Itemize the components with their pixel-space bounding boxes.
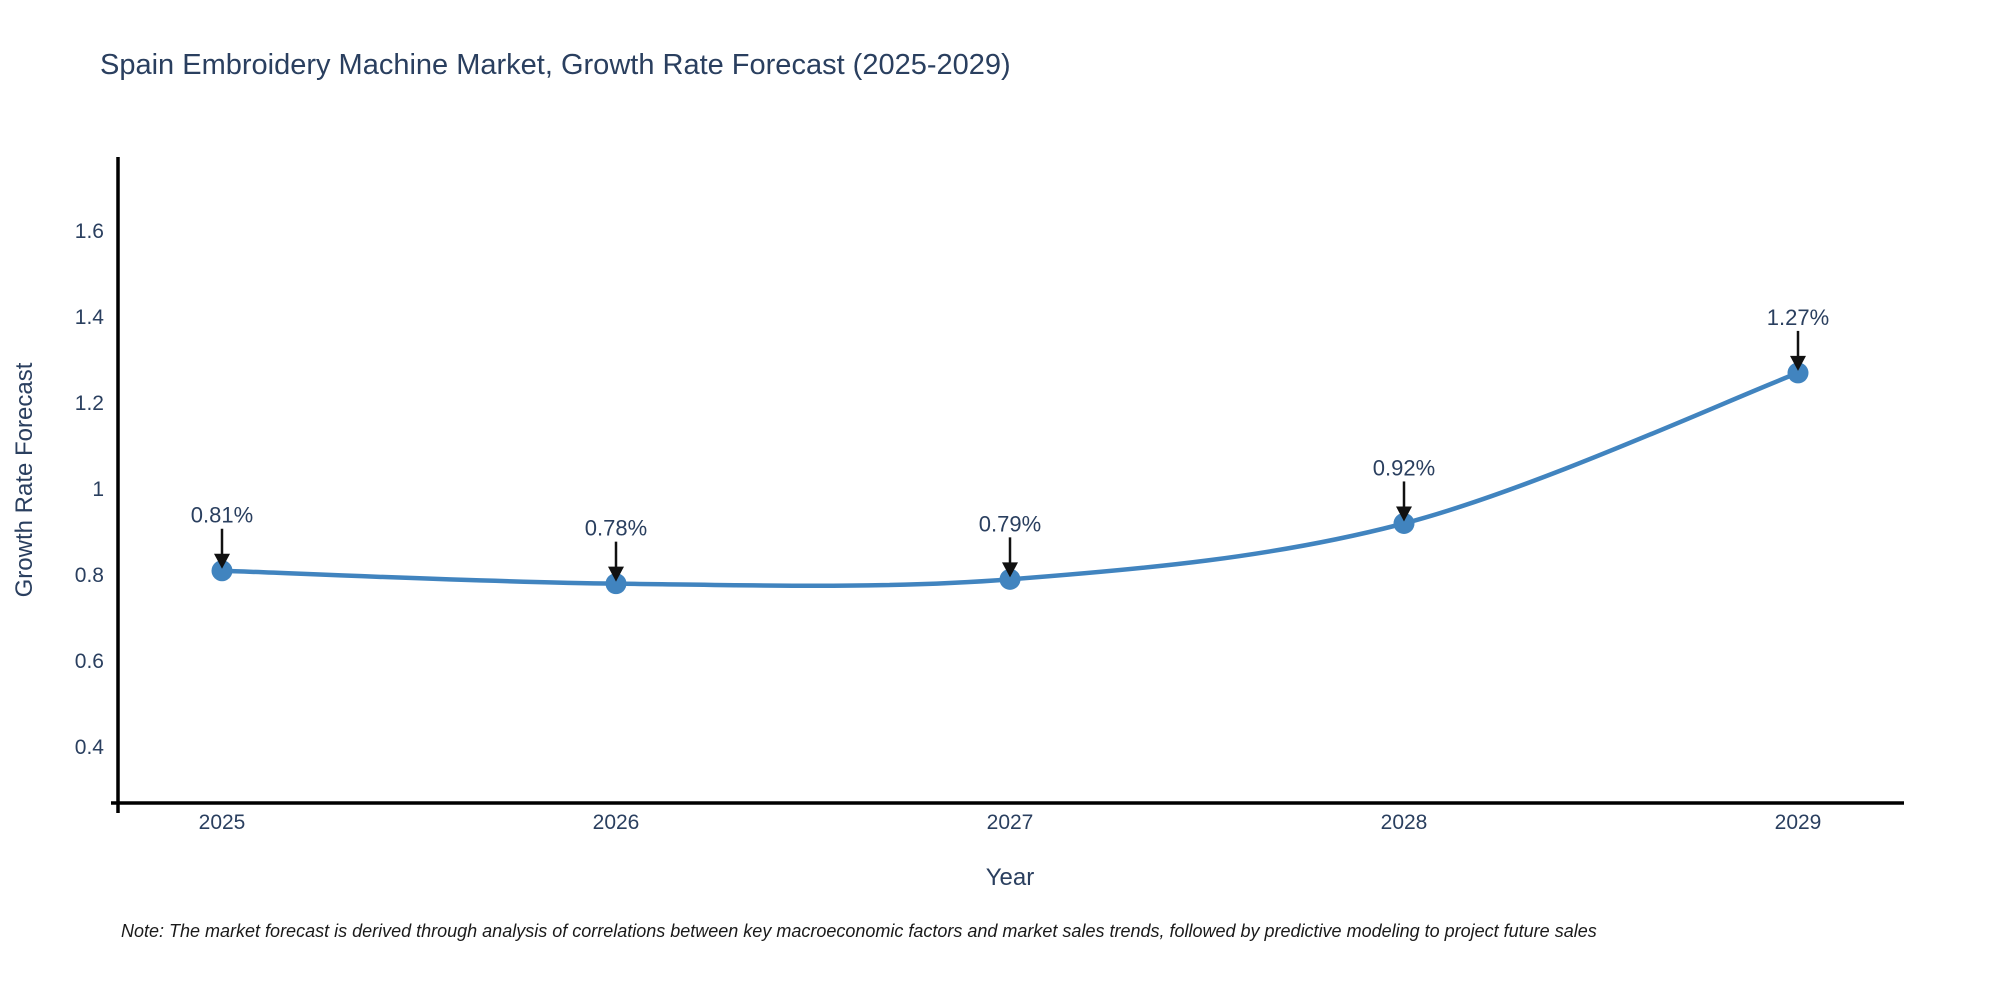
x-tick-label: 2026 [593, 811, 640, 834]
x-tick-label: 2028 [1381, 811, 1428, 834]
y-tick-label: 1.2 [75, 392, 104, 415]
y-tick-label: 1 [92, 478, 104, 501]
annotation-arrowhead-icon [1002, 562, 1018, 578]
y-tick-label: 0.8 [75, 564, 104, 587]
x-tick-label: 2029 [1775, 811, 1822, 834]
point-annotation-label: 0.79% [979, 511, 1041, 536]
x-tick-label: 2025 [199, 811, 246, 834]
y-tick-label: 0.6 [75, 650, 104, 673]
data-point-marker[interactable] [211, 560, 233, 582]
data-point-marker[interactable] [605, 573, 627, 595]
point-annotation-label: 0.92% [1373, 455, 1435, 480]
y-tick-label: 1.6 [75, 220, 104, 243]
data-point-marker[interactable] [1393, 512, 1415, 534]
x-tick-label: 2027 [987, 811, 1034, 834]
annotation-arrowhead-icon [608, 566, 624, 582]
annotation-arrowhead-icon [214, 553, 230, 569]
data-point-marker[interactable] [999, 568, 1021, 590]
chart-title: Spain Embroidery Machine Market, Growth … [100, 49, 1011, 81]
point-annotation-label: 0.81% [191, 503, 253, 528]
data-point-marker[interactable] [1787, 362, 1809, 384]
point-annotation-label: 1.27% [1767, 305, 1829, 330]
footnote: Note: The market forecast is derived thr… [121, 921, 1597, 941]
annotation-arrowhead-icon [1790, 355, 1806, 371]
y-tick-label: 0.4 [75, 736, 105, 759]
y-axis-title: Growth Rate Forecast [11, 362, 38, 597]
y-tick-label: 1.4 [75, 306, 105, 329]
annotation-arrowhead-icon [1396, 506, 1412, 522]
point-annotation-label: 0.78% [585, 516, 647, 541]
x-axis-title: Year [986, 864, 1035, 891]
